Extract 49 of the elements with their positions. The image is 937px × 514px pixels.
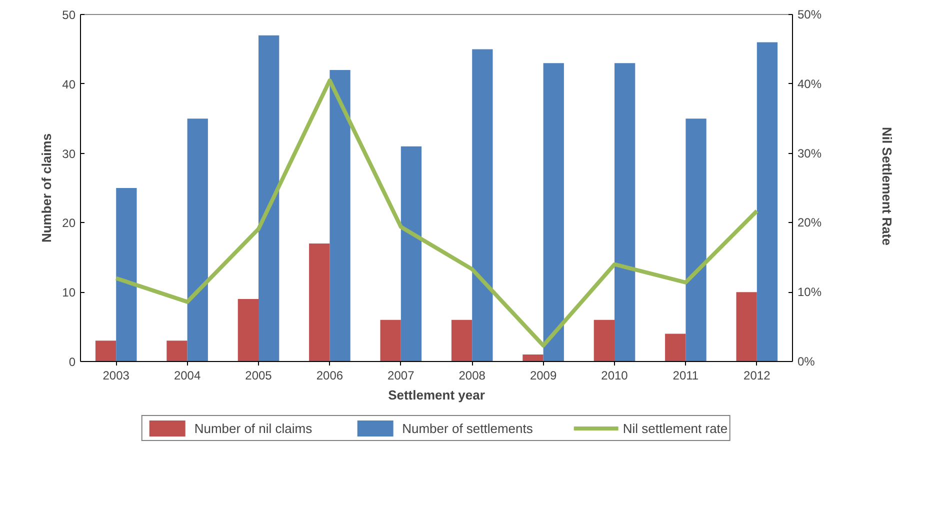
x-tick-label: 2005 xyxy=(245,368,272,382)
bar xyxy=(736,292,757,362)
bar xyxy=(187,118,208,362)
y-tick-label: 20 xyxy=(62,216,76,230)
bar xyxy=(451,320,472,362)
y2-tick-label: 0% xyxy=(798,354,816,368)
x-tick-label: 2008 xyxy=(458,368,486,382)
bar xyxy=(95,340,116,362)
bar xyxy=(400,146,422,362)
legend-label: Number of settlements xyxy=(402,420,533,436)
y2-tick-label: 20% xyxy=(798,216,822,230)
x-tick-label: 2011 xyxy=(672,368,699,382)
x-tick-label: 2012 xyxy=(744,368,771,382)
bar xyxy=(380,320,401,362)
line-series xyxy=(114,78,759,348)
y-tick-label: 40 xyxy=(62,77,76,92)
y-tick-label: 30 xyxy=(62,146,76,161)
y2-axis-title: Nil Settlement Rate xyxy=(880,126,895,246)
bar xyxy=(665,334,686,362)
x-tick-label: 2009 xyxy=(530,368,557,382)
y2-tick-label: 30% xyxy=(798,146,822,160)
x-tick-label: 2004 xyxy=(174,368,201,382)
bar xyxy=(166,340,188,362)
y-tick-label: 10 xyxy=(62,286,76,300)
x-tick-label: 2003 xyxy=(102,368,130,382)
y-axis-title: Number of claims xyxy=(39,133,54,243)
x-axis-title: Settlement year xyxy=(388,388,485,402)
bar xyxy=(330,70,350,362)
legend-label: Number of nil claims xyxy=(194,420,312,436)
legend-label: Nil settlement rate xyxy=(622,420,728,436)
bar xyxy=(686,118,706,362)
bar xyxy=(238,299,258,362)
y2-tick-label: 50% xyxy=(798,8,822,22)
bar xyxy=(594,320,614,362)
x-tick-label: 2010 xyxy=(601,368,628,382)
y2-tick-label: 10% xyxy=(798,285,822,300)
y-tick-label: 0 xyxy=(68,355,76,369)
y2-tick-label: 40% xyxy=(798,76,822,91)
bar xyxy=(522,354,544,362)
bar xyxy=(258,35,280,362)
bar xyxy=(472,49,493,362)
x-tick-label: 2006 xyxy=(316,368,344,382)
y-tick-label: 50 xyxy=(62,8,76,22)
bar xyxy=(543,63,564,362)
bar xyxy=(116,188,137,362)
bar xyxy=(756,42,778,362)
x-tick-label: 2007 xyxy=(388,368,415,382)
bar xyxy=(614,63,636,362)
bar xyxy=(309,244,330,362)
